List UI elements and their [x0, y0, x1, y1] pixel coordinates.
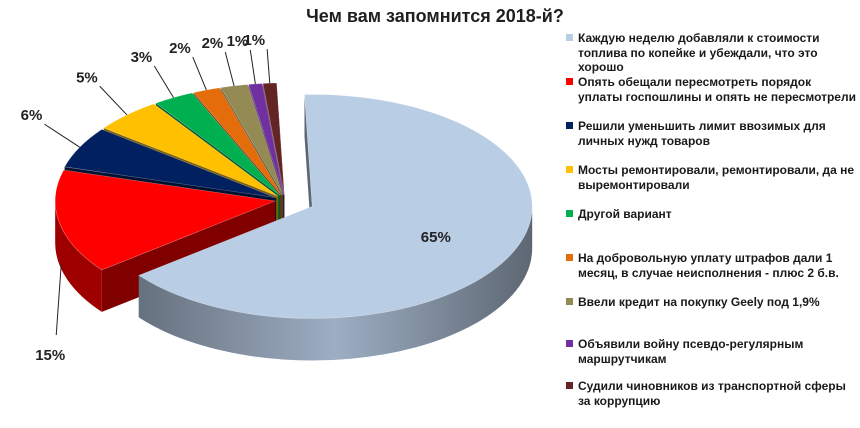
- legend-label: Опять обещали пересмотреть порядок уплат…: [578, 75, 856, 104]
- leader-line: [153, 65, 174, 98]
- legend-swatch: [566, 34, 573, 41]
- data-label: 65%: [421, 229, 451, 246]
- pie-slice-top: [192, 87, 282, 196]
- chart-title: Чем вам запомнится 2018-й?: [306, 6, 564, 26]
- pie-slice: [138, 94, 533, 361]
- legend-swatch: [566, 340, 573, 347]
- legend-swatch: [566, 166, 573, 173]
- pie-slice-top: [155, 92, 281, 196]
- data-label: 5%: [76, 69, 98, 86]
- leader-line: [192, 56, 207, 91]
- legend-label: Решили уменьшить лимит ввозимых для личн…: [578, 119, 826, 148]
- pie-slice-wall: [138, 206, 533, 361]
- leader-line: [99, 85, 128, 116]
- pie-slice-wall: [55, 200, 102, 312]
- legend-swatch: [566, 382, 573, 389]
- data-label: 1%: [243, 32, 265, 49]
- data-label: 2%: [202, 35, 224, 52]
- legend-swatch: [566, 254, 573, 261]
- leader-line: [55, 264, 62, 336]
- legend-item: Ввели кредит на покупку Geely под 1,9%: [566, 295, 856, 310]
- legend-item: Мосты ремонтировали, ремонтировали, да н…: [566, 163, 856, 192]
- legend-label: На добровольную уплату штрафов дали 1 ме…: [578, 251, 839, 280]
- data-label: 6%: [21, 107, 43, 124]
- pie-slice-top: [54, 169, 277, 271]
- pie-slice-top: [64, 129, 277, 199]
- data-label: 15%: [35, 347, 65, 364]
- legend-item: На добровольную уплату штрафов дали 1 ме…: [566, 251, 856, 280]
- legend-label: Мосты ремонтировали, ремонтировали, да н…: [578, 163, 855, 192]
- leader-line: [249, 49, 256, 84]
- pie-slice-top: [138, 94, 533, 319]
- legend-label: Судили чиновников из транспортной сферы …: [578, 379, 846, 408]
- legend-label: Другой вариант: [578, 207, 672, 221]
- legend-item: Решили уменьшить лимит ввозимых для личн…: [566, 119, 856, 148]
- legend-swatch: [566, 78, 573, 85]
- legend-swatch: [566, 298, 573, 305]
- legend-swatch: [566, 122, 573, 129]
- legend-item: Объявили войну псевдо-регулярным маршрут…: [566, 337, 856, 366]
- legend-item: Другой вариант: [566, 207, 856, 222]
- data-label: 3%: [131, 49, 153, 66]
- legend-item: Опять обещали пересмотреть порядок уплат…: [566, 75, 856, 104]
- data-label: 1%: [227, 33, 249, 50]
- legend-label: Ввели кредит на покупку Geely под 1,9%: [578, 295, 820, 309]
- legend-item: Каждую неделю добавляли к стоимости топл…: [566, 31, 856, 75]
- legend-swatch: [566, 210, 573, 217]
- data-label: 2%: [169, 40, 191, 57]
- legend-label: Каждую неделю добавляли к стоимости топл…: [578, 31, 820, 74]
- leader-line: [44, 123, 80, 148]
- legend-item: Судили чиновников из транспортной сферы …: [566, 379, 856, 408]
- legend-label: Объявили войну псевдо-регулярным маршрут…: [578, 337, 804, 366]
- leader-line: [224, 52, 235, 86]
- leader-line: [266, 49, 271, 84]
